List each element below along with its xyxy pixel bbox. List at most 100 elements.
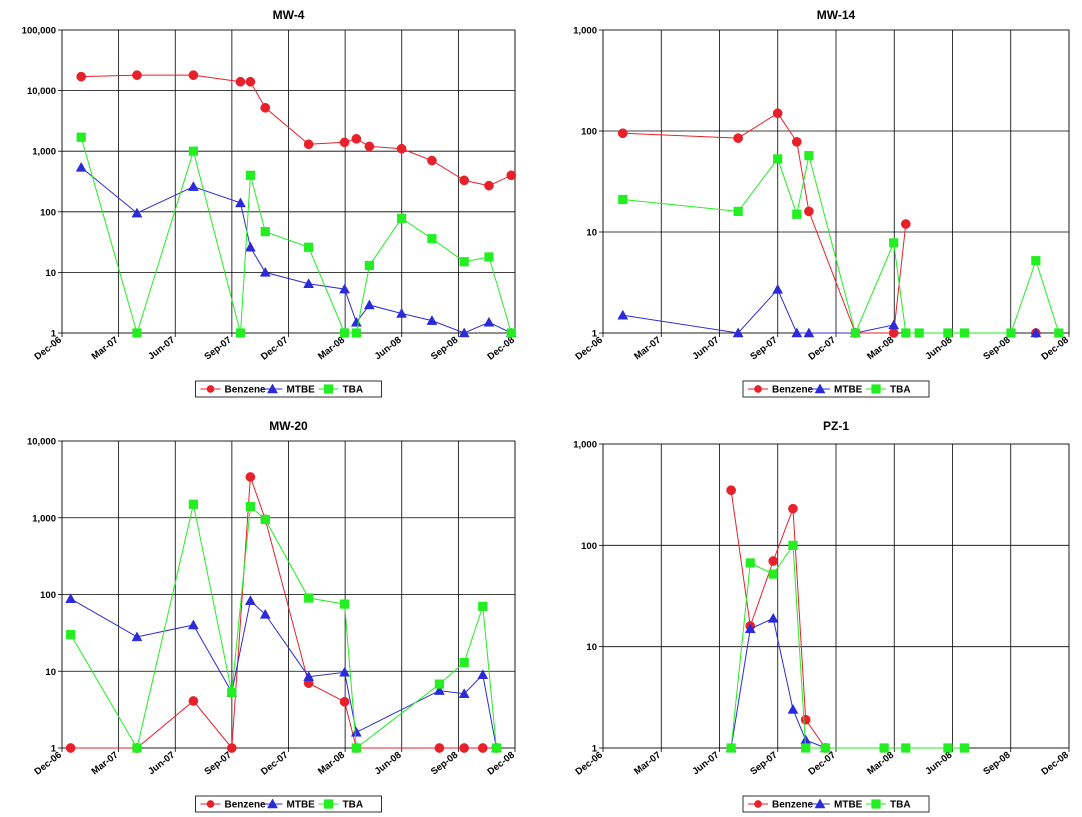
- x-tick-label: Dec-06: [574, 335, 605, 363]
- data-point-tba: [66, 630, 76, 640]
- data-point-benzene: [351, 133, 362, 144]
- data-point-benzene: [245, 472, 256, 482]
- chart-panel-mw-4: MW-4 1 10 100 1,000 10,000 100,000 Dec-06 Mar-07…: [0, 0, 541, 408]
- data-point-tba: [745, 558, 755, 568]
- x-tick-label: Mar-07: [632, 750, 663, 778]
- data-point-mtbe: [131, 207, 143, 218]
- data-point-benzene: [788, 503, 798, 514]
- x-tick-label: Sep-07: [202, 335, 233, 363]
- x-tick-label: Jun-07: [146, 750, 177, 778]
- x-tick-label: Jun-07: [690, 335, 721, 363]
- data-point-tba: [484, 252, 494, 262]
- data-point-tba: [188, 146, 198, 156]
- legend-marker-tba: [323, 384, 334, 394]
- data-point-benzene: [477, 743, 488, 753]
- legend-marker-benzene: [754, 385, 762, 393]
- data-point-mtbe: [244, 241, 256, 252]
- data-point-mtbe: [131, 631, 143, 642]
- data-point-benzene: [132, 70, 142, 80]
- x-tick-label: Dec-07: [259, 750, 290, 778]
- data-point-mtbe: [65, 593, 77, 604]
- data-point-mtbe: [303, 278, 315, 288]
- data-point-mtbe: [350, 726, 362, 737]
- chart-title: MW-20: [269, 419, 308, 433]
- x-tick-label: Dec-06: [33, 335, 64, 363]
- data-point-benzene: [226, 743, 237, 753]
- data-point-mtbe: [791, 327, 803, 338]
- x-tick-label: Jun-07: [146, 335, 177, 363]
- legend-box: [195, 795, 382, 813]
- data-point-benzene: [188, 70, 199, 80]
- data-point-tba: [339, 599, 350, 609]
- x-tick-label: Sep-08: [981, 750, 1012, 778]
- data-point-mtbe: [772, 283, 784, 294]
- data-point-tba: [351, 743, 361, 753]
- series-line-tba: [730, 543, 965, 749]
- data-point-benzene: [396, 143, 407, 154]
- data-point-benzene: [427, 155, 437, 166]
- data-point-tba: [188, 499, 198, 509]
- data-point-tba: [788, 540, 798, 550]
- data-point-benzene: [434, 743, 445, 753]
- data-point-mtbe: [767, 612, 779, 623]
- x-tick-label: Dec-06: [574, 750, 605, 778]
- y-tick-label: 10: [45, 268, 56, 279]
- data-point-tba: [733, 206, 743, 216]
- x-tick-label: Mar-08: [316, 335, 347, 363]
- data-point-mtbe: [477, 669, 489, 680]
- data-point-benzene: [65, 743, 76, 753]
- data-point-benzene: [235, 76, 246, 87]
- data-point-tba: [364, 260, 374, 271]
- data-point-mtbe: [732, 327, 744, 338]
- y-tick-label: 100: [581, 541, 597, 552]
- data-point-tba: [434, 679, 444, 689]
- x-tick-label: Sep-08: [429, 750, 460, 778]
- data-point-tba: [304, 593, 314, 603]
- data-point-benzene: [804, 206, 814, 217]
- x-tick-label: Jun-07: [690, 750, 721, 778]
- chart-title: PZ-1: [823, 419, 849, 433]
- chart-svg-mw-20: MW-20 1 10 100 1,000 10,000 Dec-06 Mar-07 Jun-07…: [27, 419, 517, 813]
- y-tick-label: 1: [51, 744, 57, 755]
- x-tick-label: Mar-07: [90, 750, 121, 778]
- y-tick-label: 100: [581, 127, 597, 138]
- legend-box: [742, 795, 930, 813]
- data-point-mtbe: [303, 671, 315, 681]
- series-tba: [76, 132, 516, 338]
- x-tick-label: Mar-08: [865, 750, 896, 778]
- y-tick-label: 1,000: [32, 147, 56, 158]
- legend-label-benzene: Benzene: [772, 385, 814, 396]
- legend: Benzene MTBE TBA: [195, 795, 382, 813]
- y-tick-label: 1: [592, 744, 598, 755]
- legend-label-tba: TBA: [890, 800, 911, 811]
- x-tick-label: Dec-08: [486, 335, 517, 363]
- x-tick-label: Dec-08: [1040, 335, 1071, 363]
- data-point-benzene: [726, 485, 736, 496]
- data-point-benzene: [339, 137, 350, 148]
- data-point-tba: [1054, 328, 1064, 338]
- data-point-mtbe: [1030, 327, 1042, 338]
- y-tick-label: 10: [45, 667, 56, 678]
- legend-label-benzene: Benzene: [225, 800, 267, 811]
- y-tick-label: 10: [586, 642, 597, 653]
- data-point-benzene: [303, 139, 314, 150]
- data-point-tba: [901, 743, 911, 753]
- legend-marker-mtbe: [814, 383, 826, 394]
- y-tick-label: 10,000: [27, 437, 56, 448]
- data-point-tba: [260, 514, 270, 525]
- legend-marker-tba: [871, 799, 881, 809]
- data-point-tba: [820, 743, 831, 753]
- y-tick-label: 10,000: [27, 86, 56, 97]
- chart-panel-mw-20: MW-20 1 10 100 1,000 10,000 Dec-06 Mar-07 Jun-07…: [0, 408, 541, 817]
- data-point-benzene: [768, 556, 779, 566]
- data-point-tba: [889, 238, 899, 248]
- chart-title: MW-14: [817, 8, 856, 22]
- x-tick-label: Jun-08: [923, 750, 954, 778]
- y-tick-label: 10: [586, 228, 597, 239]
- y-tick-label: 100,000: [22, 26, 56, 37]
- legend-label-tba: TBA: [343, 800, 364, 811]
- data-point-tba: [879, 743, 889, 753]
- x-tick-label: Jun-08: [923, 335, 954, 363]
- data-point-tba: [427, 234, 437, 244]
- legend-marker-tba: [871, 384, 881, 394]
